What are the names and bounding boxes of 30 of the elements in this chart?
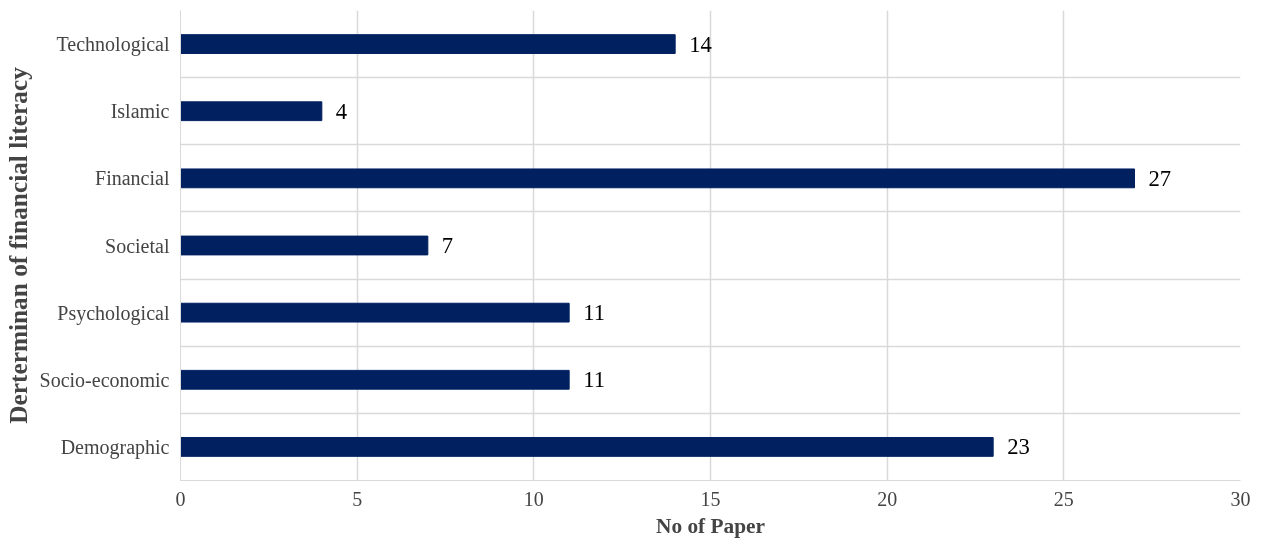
x-tick-label: 5 <box>352 487 363 510</box>
y-tick-label: Societal <box>105 234 170 257</box>
y-tick-label: Financial <box>95 167 170 190</box>
y-axis-title: Derterminan of financial literacy <box>3 66 32 424</box>
x-axis-title: No of Paper <box>656 513 766 538</box>
y-tick-label: Socio-economic <box>39 368 170 391</box>
bar <box>180 101 323 122</box>
data-label: 4 <box>335 98 348 124</box>
x-tick-label: 10 <box>523 487 544 510</box>
x-tick-label: 15 <box>700 487 721 510</box>
bar <box>180 369 570 390</box>
bar <box>180 437 994 457</box>
data-label: 7 <box>441 233 454 258</box>
x-tick-label: 25 <box>1053 487 1074 510</box>
y-tick-label: Technological <box>56 33 170 57</box>
data-label: 11 <box>583 300 605 326</box>
x-tick-label: 20 <box>877 487 898 510</box>
data-label: 11 <box>583 367 605 393</box>
y-tick-label: Demographic <box>60 435 170 459</box>
x-tick-label: 0 <box>175 487 186 510</box>
data-label: 14 <box>689 31 712 57</box>
bar <box>180 34 676 54</box>
bar <box>180 168 1135 189</box>
y-tick-label: Psychological <box>57 301 170 325</box>
bar <box>180 235 429 256</box>
y-tick-label: Islamic <box>110 100 170 123</box>
bar <box>180 302 570 323</box>
x-tick-label: 30 <box>1230 487 1251 510</box>
data-label: 27 <box>1148 165 1172 191</box>
data-label: 23 <box>1007 434 1030 460</box>
